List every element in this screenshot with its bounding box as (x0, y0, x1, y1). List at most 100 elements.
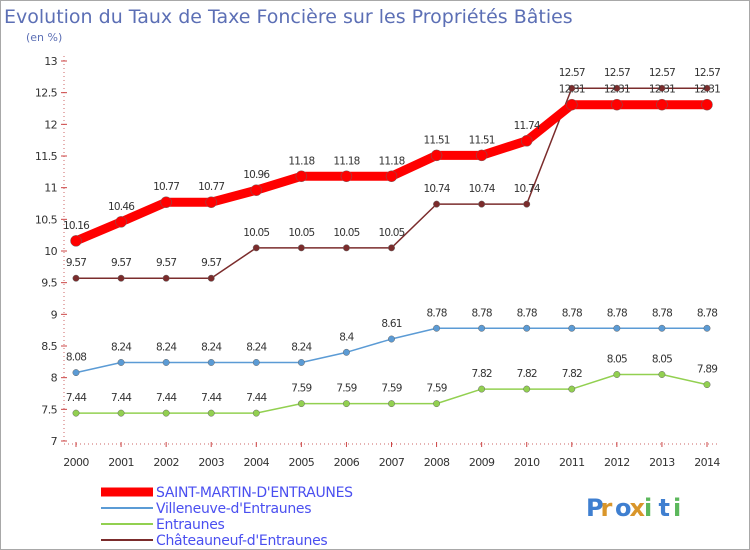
data-label: 7.59 (426, 383, 446, 395)
data-point (568, 84, 576, 92)
data-point (478, 200, 486, 208)
data-point (658, 371, 666, 378)
x-tick-label: 2000 (63, 456, 89, 469)
data-label: 11.18 (333, 155, 359, 167)
x-tick-label: 2014 (694, 456, 720, 469)
data-label: 7.44 (156, 392, 177, 404)
data-label: 7.44 (111, 392, 132, 404)
data-point (205, 196, 217, 208)
data-label: 8.78 (472, 307, 492, 319)
data-label: 10.74 (424, 183, 451, 195)
data-point (568, 324, 576, 332)
data-point (297, 400, 305, 408)
data-label: 11.51 (424, 134, 450, 146)
y-tick-label: 9.5 (41, 277, 57, 290)
y-tick-label: 9 (51, 308, 58, 321)
data-label: 8.24 (246, 341, 267, 353)
data-label: 12.57 (649, 67, 675, 79)
data-point (117, 409, 125, 417)
data-point (297, 244, 305, 252)
data-label: 10.05 (288, 227, 314, 239)
data-label: 7.82 (562, 368, 582, 380)
data-point (520, 135, 533, 147)
data-label: 12.31 (649, 84, 675, 96)
data-label: 7.59 (291, 383, 311, 395)
legend: SAINT-MARTIN-D'ENTRAUNESVilleneuve-d'Ent… (101, 485, 353, 549)
data-label: 8.24 (111, 341, 132, 353)
data-point (162, 274, 170, 282)
x-tick-label: 2009 (469, 456, 495, 469)
data-point (72, 369, 80, 377)
data-point (72, 409, 80, 417)
data-point (115, 216, 127, 228)
data-label: 8.78 (697, 307, 717, 319)
data-label: 10.77 (198, 181, 224, 193)
data-label: 8.78 (426, 307, 446, 319)
proxiti-logo: Pr ox i t i (586, 494, 681, 522)
data-point (207, 274, 215, 282)
data-label: 12.31 (604, 84, 630, 96)
data-point (703, 324, 711, 332)
data-point (162, 359, 170, 366)
series-group: 8.08 8.24 8.24 8.24 8.24 8.24 8.4 8.61 8.78 8.78 8… (66, 307, 718, 377)
logo-letter: P (586, 494, 604, 522)
data-label: 7.44 (66, 392, 87, 404)
data-label: 7.44 (246, 392, 267, 404)
y-unit-label: (en %) (26, 31, 62, 44)
series-group: 7.44 7.44 7.44 7.44 7.44 7.59 7.59 7.59 7.59 7.82… (66, 354, 718, 417)
data-label: 9.57 (111, 257, 131, 269)
y-tick-label: 11 (44, 182, 57, 195)
data-point (568, 385, 576, 393)
x-tick-label: 2003 (198, 456, 224, 469)
data-label: 8.78 (562, 307, 582, 319)
data-label: 11.74 (514, 120, 541, 132)
data-point (388, 244, 395, 252)
data-label: 12.57 (604, 67, 630, 79)
data-point (342, 244, 350, 252)
y-tick-label: 8.5 (41, 340, 57, 353)
x-tick-label: 2013 (649, 456, 675, 469)
data-label: 8.78 (517, 307, 537, 319)
data-point (342, 400, 350, 408)
data-label: 10.74 (469, 183, 496, 195)
data-label: 8.24 (201, 341, 222, 353)
data-point (388, 400, 395, 408)
data-point (478, 385, 486, 393)
logo-letter: r (601, 494, 613, 522)
logo-letter: i (644, 494, 652, 522)
y-tick-label: 12 (44, 118, 57, 131)
y-tick-label: 7 (51, 435, 58, 448)
data-point (523, 200, 531, 208)
data-label: 9.57 (201, 257, 221, 269)
data-label: 12.57 (694, 67, 720, 79)
data-label: 12.31 (694, 84, 720, 96)
data-label: 8.78 (607, 307, 627, 319)
y-tick-label: 8 (51, 372, 58, 385)
data-point (70, 235, 82, 247)
data-label: 8.24 (156, 341, 177, 353)
data-label: 7.59 (381, 383, 401, 395)
axes: 7 7.5 8 8.5 9 9.5 10 10.5 11 11.5 12 12.5 13 2000 2001… (35, 55, 721, 469)
data-point (613, 84, 621, 92)
data-point (340, 170, 353, 183)
data-point (162, 409, 170, 417)
data-label: 7.82 (472, 368, 492, 380)
data-point (433, 324, 441, 332)
data-point (613, 324, 621, 332)
data-label: 10.74 (514, 183, 541, 195)
data-point (701, 98, 713, 111)
data-label: 12.31 (559, 84, 585, 96)
data-label: 8.24 (291, 341, 312, 353)
data-point (252, 244, 260, 252)
y-tick-label: 11.5 (35, 150, 58, 163)
data-label: 8.78 (652, 307, 672, 319)
x-tick-label: 2005 (289, 456, 315, 469)
series-group: 9.57 9.57 9.57 9.57 10.05 10.05 10.05 10.05 10.7… (66, 67, 721, 282)
x-tick-label: 2008 (424, 456, 450, 469)
data-label: 10.05 (333, 227, 359, 239)
x-tick-label: 2010 (514, 456, 540, 469)
data-point (475, 149, 488, 162)
data-point (250, 184, 263, 196)
logo-letter: t (659, 494, 670, 522)
